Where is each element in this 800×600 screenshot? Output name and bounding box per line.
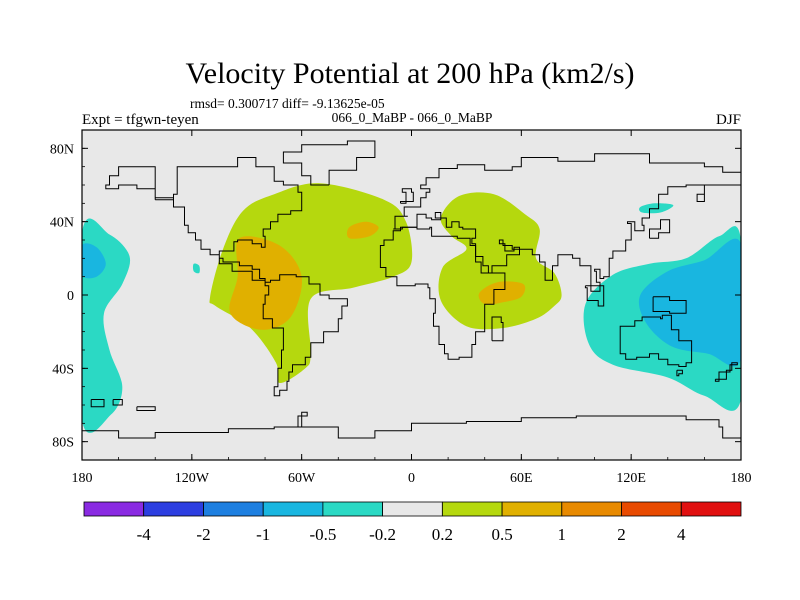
colorbar-label: -2 xyxy=(196,525,210,544)
colorbar-label: 2 xyxy=(617,525,626,544)
colorbar-bin xyxy=(262,501,324,517)
colorbar-bin xyxy=(561,501,622,517)
colorbar-label: -0.5 xyxy=(309,525,336,544)
chart-title: Velocity Potential at 200 hPa (km2/s) xyxy=(185,57,634,90)
y-tick-label: 40N xyxy=(50,216,74,231)
coastline xyxy=(82,411,741,440)
colorbar-bin xyxy=(143,501,204,517)
season-label: DJF xyxy=(716,112,741,128)
colorbar-bin xyxy=(441,501,503,517)
colorbar-bin xyxy=(203,501,264,517)
x-tick-label: 120W xyxy=(175,471,210,486)
coastline xyxy=(619,314,693,367)
y-tick-label: 40S xyxy=(52,362,74,377)
coastline xyxy=(652,296,687,314)
coastline xyxy=(379,226,506,360)
y-tick-label: 80N xyxy=(50,142,74,157)
colorbar-bin xyxy=(621,501,682,517)
x-tick-label: 120E xyxy=(616,471,646,486)
coastline xyxy=(584,285,605,307)
coastline xyxy=(282,140,376,186)
colorbar-bin xyxy=(501,501,563,517)
contour-region xyxy=(438,192,562,330)
coastline xyxy=(714,362,738,382)
coastline xyxy=(491,316,504,342)
x-tick-label: 60W xyxy=(288,471,316,486)
contour-region xyxy=(192,263,200,274)
contour-region xyxy=(639,203,674,214)
colorbar-bin xyxy=(382,501,443,517)
experiment-label: Expt = tfgwn-teyen xyxy=(82,112,199,128)
x-tick-label: 0 xyxy=(408,471,415,486)
x-tick-label: 60E xyxy=(510,471,533,486)
contour-region xyxy=(229,236,303,330)
contour-region xyxy=(346,221,379,239)
colorbar-label: -0.2 xyxy=(369,525,396,544)
coastline xyxy=(136,406,156,411)
stats-label: rmsd= 0.300717 diff= -9.13625e-05 xyxy=(190,96,385,111)
coastline xyxy=(676,369,683,377)
contour-region xyxy=(82,243,106,279)
coastline xyxy=(400,188,414,204)
comparison-label: 066_0_MaBP - 066_0_MaBP xyxy=(332,110,493,125)
colorbar-label: 0.2 xyxy=(432,525,453,544)
coastline xyxy=(90,399,105,408)
y-tick-label: 0 xyxy=(67,289,74,304)
contour-region xyxy=(478,281,526,305)
coastline xyxy=(112,399,123,406)
contour-region xyxy=(638,238,741,367)
colorbar-bin xyxy=(322,501,383,517)
x-tick-label: 180 xyxy=(731,471,752,486)
x-tick-label: 180 xyxy=(72,471,93,486)
colorbar-label: 4 xyxy=(677,525,686,544)
colorbar-bin xyxy=(83,501,145,517)
colorbar-bin xyxy=(680,501,742,517)
coastline xyxy=(649,219,671,239)
colorbar-label: 1 xyxy=(558,525,567,544)
colorbar-label: 0.5 xyxy=(491,525,512,544)
colorbar-label: -1 xyxy=(256,525,270,544)
colorbar-label: -4 xyxy=(137,525,152,544)
coastline xyxy=(105,157,348,397)
y-tick-label: 80S xyxy=(52,436,74,451)
coastline xyxy=(393,153,741,292)
